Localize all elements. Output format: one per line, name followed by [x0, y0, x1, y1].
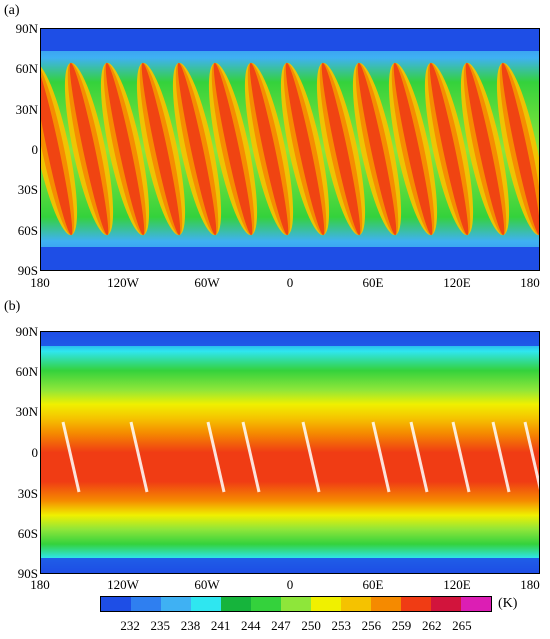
panel-b-field: [41, 332, 539, 573]
colorbar-segment: [191, 597, 221, 611]
panel-a-ytick-90n: 90N: [15, 21, 38, 36]
panel-b-xtick-120e: 120E: [443, 577, 471, 592]
colorbar-segment: [401, 597, 431, 611]
panel-b-ytick-90s: 90S: [17, 566, 38, 581]
swath-stripe: [465, 62, 505, 236]
panel-a-xtick-120e: 120E: [443, 275, 471, 290]
panel-a-ytick-0: 0: [31, 142, 39, 157]
colorbar: [100, 596, 492, 612]
swath-gap-streak: [523, 421, 539, 490]
swath-stripe: [249, 62, 289, 236]
colorbar-tick-label: 241: [210, 618, 231, 633]
panel-a-xtick-60w: 60W: [194, 275, 220, 290]
colorbar-tick-label: 244: [241, 618, 261, 633]
panel-a-field: [41, 29, 539, 270]
colorbar-tick-label: 250: [301, 618, 321, 633]
panel-b-ytick-30s: 30S: [17, 486, 38, 501]
colorbar-tick-label: 262: [421, 618, 442, 633]
swath-stripe: [41, 62, 73, 236]
colorbar-segment: [221, 597, 251, 611]
colorbar-segment: [161, 597, 191, 611]
panel-a-xtick-180w: 180: [30, 275, 50, 290]
swath-stripe: [285, 62, 325, 236]
panel-b-xtick-180w: 180: [30, 577, 50, 592]
swath-gap-streak: [129, 421, 149, 493]
swath-stripe: [501, 62, 539, 236]
swath-stripe: [141, 62, 181, 236]
swath-gap-streak: [491, 421, 511, 493]
panel-a-xtick-0: 0: [286, 275, 294, 290]
colorbar-tick-label: 253: [331, 618, 351, 633]
colorbar-tick-label: 232: [120, 618, 140, 633]
panel-a-label: (a): [4, 3, 20, 18]
swath-stripe: [69, 62, 109, 236]
panel-a-ytick-30n: 30N: [15, 102, 38, 117]
colorbar-unit: (K): [498, 596, 518, 611]
colorbar-tick-label: 256: [361, 618, 382, 633]
swath-stripe: [357, 62, 397, 236]
colorbar-segment: [311, 597, 341, 611]
swath-gap-streak: [451, 421, 471, 493]
panel-a-ytick-30s: 30S: [17, 182, 38, 197]
swath-gap-streak: [301, 421, 321, 493]
panel-a-ytick-90s: 90S: [17, 263, 38, 278]
swath-gap-streak: [61, 421, 81, 493]
colorbar-segment: [371, 597, 401, 611]
swath-stripe: [321, 62, 361, 236]
panel-b-ytick-60s: 60S: [17, 526, 38, 541]
colorbar-segment: [431, 597, 461, 611]
panel-b-xtick-60e: 60E: [362, 577, 384, 592]
swath-gap-streak: [241, 421, 261, 493]
panel-a-ytick-60n: 60N: [15, 61, 38, 76]
colorbar-tick-label: 235: [150, 618, 171, 633]
swath-stripe: [105, 62, 145, 236]
colorbar-tick-label: 259: [391, 618, 412, 633]
colorbar-tick-label: 247: [271, 618, 291, 633]
panel-b-label: (b): [4, 299, 21, 314]
panel-b-ytick-60n: 60N: [15, 364, 38, 379]
swath-gap-streak: [409, 421, 429, 493]
panel-a-ytick-60s: 60S: [17, 223, 38, 238]
panel-b-xtick-60w: 60W: [194, 577, 220, 592]
swath-gap-streak: [206, 421, 226, 493]
panel-b-xtick-120w: 120W: [107, 577, 139, 592]
colorbar-segment: [341, 597, 371, 611]
swath-stripe: [429, 62, 469, 236]
colorbar-segment: [101, 597, 131, 611]
colorbar-segment: [281, 597, 311, 611]
swath-stripe: [213, 62, 253, 236]
colorbar-segment: [251, 597, 281, 611]
swath-stripe: [393, 62, 433, 236]
swath-gap-streak: [371, 421, 391, 493]
panel-b-xtick-0: 0: [286, 577, 294, 592]
colorbar-segment: [131, 597, 161, 611]
panel-a-xtick-180e: 180: [520, 275, 540, 290]
panel-b-map: [40, 331, 540, 574]
panel-b-ytick-90n: 90N: [15, 324, 38, 339]
colorbar-tick-label: 265: [452, 618, 472, 633]
panel-a-xtick-120w: 120W: [107, 275, 139, 290]
panel-b-ytick-30n: 30N: [15, 404, 38, 419]
panel-b-ytick-0: 0: [31, 445, 39, 460]
colorbar-segment: [461, 597, 491, 611]
panel-b-xtick-180e: 180: [520, 577, 540, 592]
panel-a-xtick-60e: 60E: [362, 275, 384, 290]
colorbar-tick-label: 238: [180, 618, 201, 633]
swath-stripe: [177, 62, 217, 236]
panel-a-map: [40, 28, 540, 271]
